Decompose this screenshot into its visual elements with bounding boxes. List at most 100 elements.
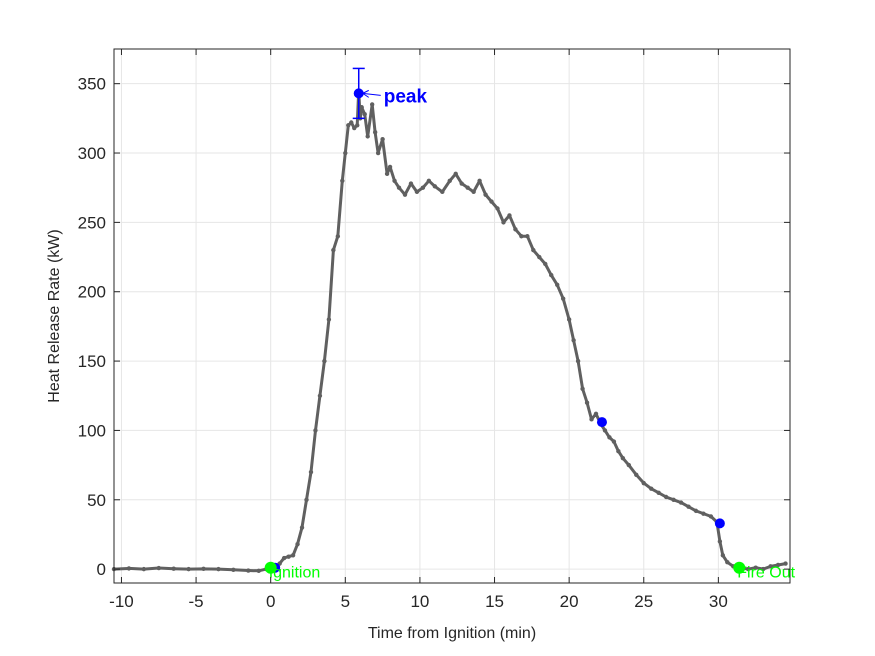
data-point bbox=[513, 227, 518, 232]
data-point bbox=[549, 272, 554, 278]
data-point bbox=[489, 199, 494, 204]
x-tick-label: 20 bbox=[560, 592, 579, 611]
data-point bbox=[580, 386, 585, 392]
event-marker bbox=[733, 561, 746, 574]
x-tick-label: 25 bbox=[634, 592, 653, 611]
data-point bbox=[299, 525, 305, 530]
plot-frame bbox=[113, 48, 791, 584]
data-point bbox=[525, 234, 530, 239]
data-point bbox=[725, 559, 730, 565]
data-point bbox=[760, 566, 766, 572]
data-point bbox=[616, 449, 621, 454]
data-point bbox=[663, 494, 669, 500]
data-point bbox=[571, 338, 576, 343]
data-point bbox=[343, 150, 348, 156]
data-point bbox=[322, 358, 327, 364]
data-point bbox=[256, 568, 261, 573]
data-point bbox=[537, 254, 542, 260]
data-point bbox=[384, 171, 390, 177]
x-tick-label: 15 bbox=[485, 592, 504, 611]
y-tick-label: 300 bbox=[78, 144, 106, 163]
data-point bbox=[304, 497, 309, 502]
data-point bbox=[649, 486, 654, 491]
x-tick-label: 10 bbox=[410, 592, 429, 611]
annotations: Ignition Fire Out peak bbox=[264, 86, 796, 582]
data-point bbox=[432, 184, 438, 189]
data-point bbox=[589, 417, 594, 422]
data-point bbox=[126, 566, 132, 571]
data-point bbox=[720, 553, 726, 558]
data-point bbox=[607, 435, 612, 440]
data-point bbox=[775, 562, 781, 568]
data-point bbox=[380, 136, 385, 142]
data-point bbox=[372, 130, 378, 135]
data-point bbox=[584, 400, 590, 405]
data-point bbox=[641, 480, 646, 486]
data-point bbox=[453, 171, 458, 177]
data-point bbox=[186, 566, 191, 572]
data-point bbox=[396, 185, 402, 190]
data-point bbox=[420, 185, 426, 190]
data-point bbox=[519, 234, 524, 239]
y-axis-title: Heat Release Rate (kW) bbox=[46, 229, 63, 402]
data-point bbox=[426, 178, 432, 183]
data-point bbox=[317, 393, 323, 398]
data-point bbox=[471, 189, 476, 195]
data-point bbox=[560, 296, 566, 301]
data-point bbox=[501, 220, 506, 225]
data-point bbox=[352, 125, 357, 131]
data-point bbox=[331, 247, 336, 253]
data-point bbox=[308, 469, 314, 475]
y-tick-label: 200 bbox=[78, 283, 106, 302]
data-point bbox=[555, 282, 560, 287]
series bbox=[111, 88, 788, 573]
x-tick-label: -5 bbox=[189, 592, 204, 611]
y-tick-label: 100 bbox=[78, 421, 106, 440]
data-point bbox=[708, 514, 714, 519]
data-point bbox=[286, 554, 291, 559]
data-point bbox=[593, 411, 599, 416]
data-point bbox=[365, 134, 370, 139]
event-label: Ignition bbox=[269, 565, 321, 582]
data-point bbox=[678, 500, 684, 505]
data-point bbox=[495, 206, 500, 211]
data-point bbox=[626, 462, 632, 468]
y-tick-label: 350 bbox=[78, 75, 106, 94]
data-point bbox=[717, 539, 723, 544]
data-point bbox=[440, 189, 445, 195]
data-point bbox=[701, 511, 706, 516]
data-point bbox=[575, 358, 581, 364]
data-point bbox=[346, 123, 351, 128]
data-point bbox=[459, 181, 464, 186]
data-point bbox=[201, 566, 206, 572]
data-point bbox=[543, 261, 548, 267]
event-marker bbox=[264, 561, 277, 574]
blue-marker bbox=[596, 417, 607, 428]
y-tick-label: 50 bbox=[87, 491, 106, 510]
blue-marker bbox=[714, 518, 725, 529]
data-point bbox=[686, 504, 691, 509]
x-axis-title: Time from Ignition (min) bbox=[368, 625, 536, 642]
event-label: Fire Out bbox=[737, 565, 795, 582]
data-point bbox=[156, 565, 161, 571]
data-point bbox=[362, 111, 367, 117]
data-point bbox=[290, 553, 296, 558]
data-point bbox=[656, 490, 661, 496]
data-point bbox=[566, 317, 572, 322]
x-tick-label: 30 bbox=[709, 592, 728, 611]
y-tick-label: 0 bbox=[97, 560, 106, 579]
peak-arrowhead bbox=[362, 89, 370, 98]
x-tick-label: 0 bbox=[266, 592, 275, 611]
data-point bbox=[753, 565, 758, 570]
grid bbox=[114, 49, 790, 583]
data-point bbox=[483, 192, 488, 197]
data-point bbox=[392, 178, 397, 183]
plot-background bbox=[114, 49, 790, 583]
data-point bbox=[141, 566, 147, 572]
data-point bbox=[620, 455, 626, 461]
data-point bbox=[295, 541, 300, 547]
data-point bbox=[634, 472, 639, 478]
y-tick-label: 150 bbox=[78, 352, 106, 371]
data-point bbox=[746, 566, 751, 572]
data-point bbox=[340, 178, 345, 183]
